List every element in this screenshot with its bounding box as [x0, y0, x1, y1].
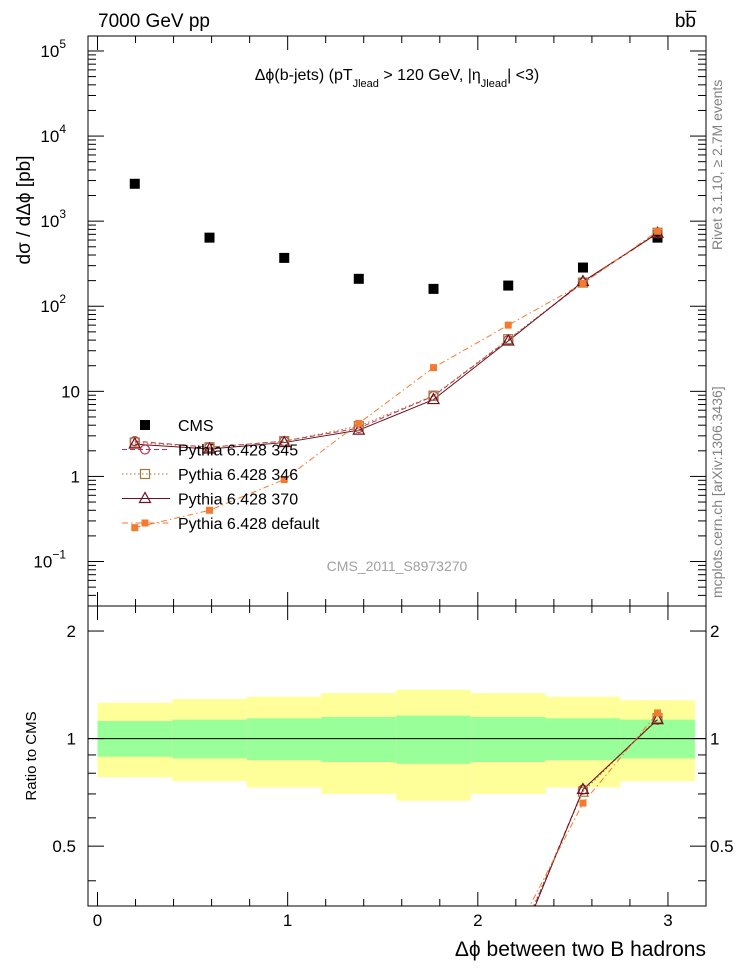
- pythia-6-428-default-point: [430, 364, 438, 372]
- ratio-y-axis-label: Ratio to CMS: [23, 711, 40, 800]
- x-tick-label: 3: [663, 911, 672, 930]
- mc-curves: [134, 230, 658, 529]
- cms-point: [279, 252, 290, 263]
- pythia-6-428-default-point: [280, 476, 288, 484]
- cms-point: [503, 280, 514, 291]
- rivet-label: Rivet 3.1.10, ≥ 2.7M events: [709, 80, 725, 250]
- pythia-6-428-default-point: [355, 419, 363, 427]
- cms-point: [353, 273, 364, 284]
- x-tick-label: 2: [473, 911, 482, 930]
- pythia-6-428-default-ratio-point: [654, 709, 662, 717]
- mcplots-label: mcplots.cern.ch [arXiv:1306.3436]: [709, 386, 725, 598]
- pythia-6-428-default-point: [206, 506, 214, 514]
- pythia-6-428-345-ratio-point: [504, 964, 513, 972]
- legend-marker: [138, 491, 152, 504]
- inner-band: [545, 718, 621, 761]
- ratio-y-tick-label: 0.5: [52, 837, 76, 856]
- legend-label: Pythia 6.428 346: [178, 467, 298, 484]
- pythia-6-428-370-point: [128, 436, 142, 449]
- pythia-6-428-default-ratio-point: [579, 799, 587, 807]
- pythia-6-428-370-ratio-point: [503, 965, 514, 972]
- pythia-6-428-370-ratio-point: [650, 712, 665, 725]
- legend-label: Pythia 6.428 default: [178, 516, 320, 533]
- pythia-6-428-default-point: [654, 227, 662, 235]
- inner-band: [470, 716, 546, 762]
- ratio-panel: 0 1 2 3 0.5 0.5 1 1 2 2 Ratio to CMS Δϕ between t…: [23, 605, 734, 972]
- cms-point: [577, 262, 588, 273]
- process-label: bb̅: [675, 11, 697, 32]
- main-plot-title: Δϕ(b-jets) (pTJlead > 120 GeV, |ηJlead| …: [255, 67, 540, 90]
- ratio-y-tick-label-right: 1: [710, 730, 719, 749]
- cms-point: [428, 283, 439, 294]
- ratio-y-tick-label: 2: [67, 622, 76, 641]
- ratio-axis-ticks: 0 1 2 3 0.5 0.5 1 1 2 2: [52, 606, 734, 930]
- inner-band: [321, 716, 397, 762]
- legend-marker: [139, 444, 151, 455]
- pythia-6-428-370-point: [501, 333, 515, 346]
- y-tick-label: 102: [40, 292, 66, 316]
- legend-marker: [140, 420, 150, 430]
- x-axis-label: Δϕ between two B hadrons: [455, 938, 706, 961]
- cms-point: [129, 178, 140, 189]
- ratio-y-tick-label-right: 0.5: [710, 837, 734, 856]
- main-plot-content: [128, 178, 665, 532]
- legend-label: Pythia 6.428 370: [178, 492, 298, 509]
- pythia-6-428-346-point: [428, 390, 439, 401]
- legend-label: Pythia 6.428 345: [178, 443, 298, 460]
- legend-marker: [141, 519, 149, 527]
- uncertainty-bands: [97, 689, 695, 801]
- pythia-6-428-370-ratio-point: [576, 782, 590, 795]
- pythia-6-428-370-point: [202, 441, 217, 454]
- x-tick-label: 0: [93, 911, 102, 930]
- y-tick-label: 104: [40, 122, 66, 146]
- ratio-plot-content: [88, 689, 706, 972]
- inner-band: [246, 718, 322, 761]
- x-tick-label: 1: [283, 911, 292, 930]
- y-axis-label: dσ / dΔϕ [pb]: [14, 156, 35, 265]
- ratio-y-tick-label-right: 2: [710, 622, 719, 641]
- pythia-6-428-370-point: [277, 435, 291, 448]
- data-markers: [128, 178, 665, 532]
- legend: CMS Pythia 6.428 345 Pythia 6.428 346 Pythi…: [122, 418, 320, 533]
- ratio-markers: [503, 709, 665, 972]
- y-tick-label: 103: [40, 207, 66, 231]
- ratio-plot-frame: [87, 605, 707, 907]
- pythia-6-428-default-point: [579, 280, 587, 288]
- y-tick-label: 10−1: [33, 548, 66, 572]
- pythia-6-428-370-ratio-line: [534, 719, 658, 906]
- legend-label: CMS: [178, 418, 214, 435]
- y-tick-label: 10: [61, 382, 80, 401]
- ratio-y-tick-label: 1: [67, 730, 76, 749]
- pythia-6-428-370-point: [426, 392, 441, 405]
- pythia-6-428-345-line: [134, 232, 658, 448]
- pythia-6-428-default-line: [134, 230, 658, 529]
- y-tick-label: 1: [71, 467, 80, 486]
- pythia-6-428-default-point: [504, 321, 512, 329]
- inner-band: [396, 715, 471, 764]
- y-tick-label: 105: [40, 37, 66, 61]
- collision-energy-label: 7000 GeV pp: [98, 11, 210, 32]
- cms-point: [204, 232, 215, 243]
- pythia-6-428-370-point: [352, 422, 366, 435]
- watermark: CMS_2011_S8973270: [327, 558, 468, 574]
- main-panel: 10−1 1 10 102 103 104 105 Δϕ(b-jets) (pTJlead …: [14, 35, 707, 607]
- main-axis-ticks: 10−1 1 10 102 103 104 105: [33, 36, 706, 607]
- pythia-6-428-default-point: [131, 524, 139, 532]
- pythia-6-428-370-line: [134, 232, 658, 450]
- legend-marker: [139, 468, 151, 480]
